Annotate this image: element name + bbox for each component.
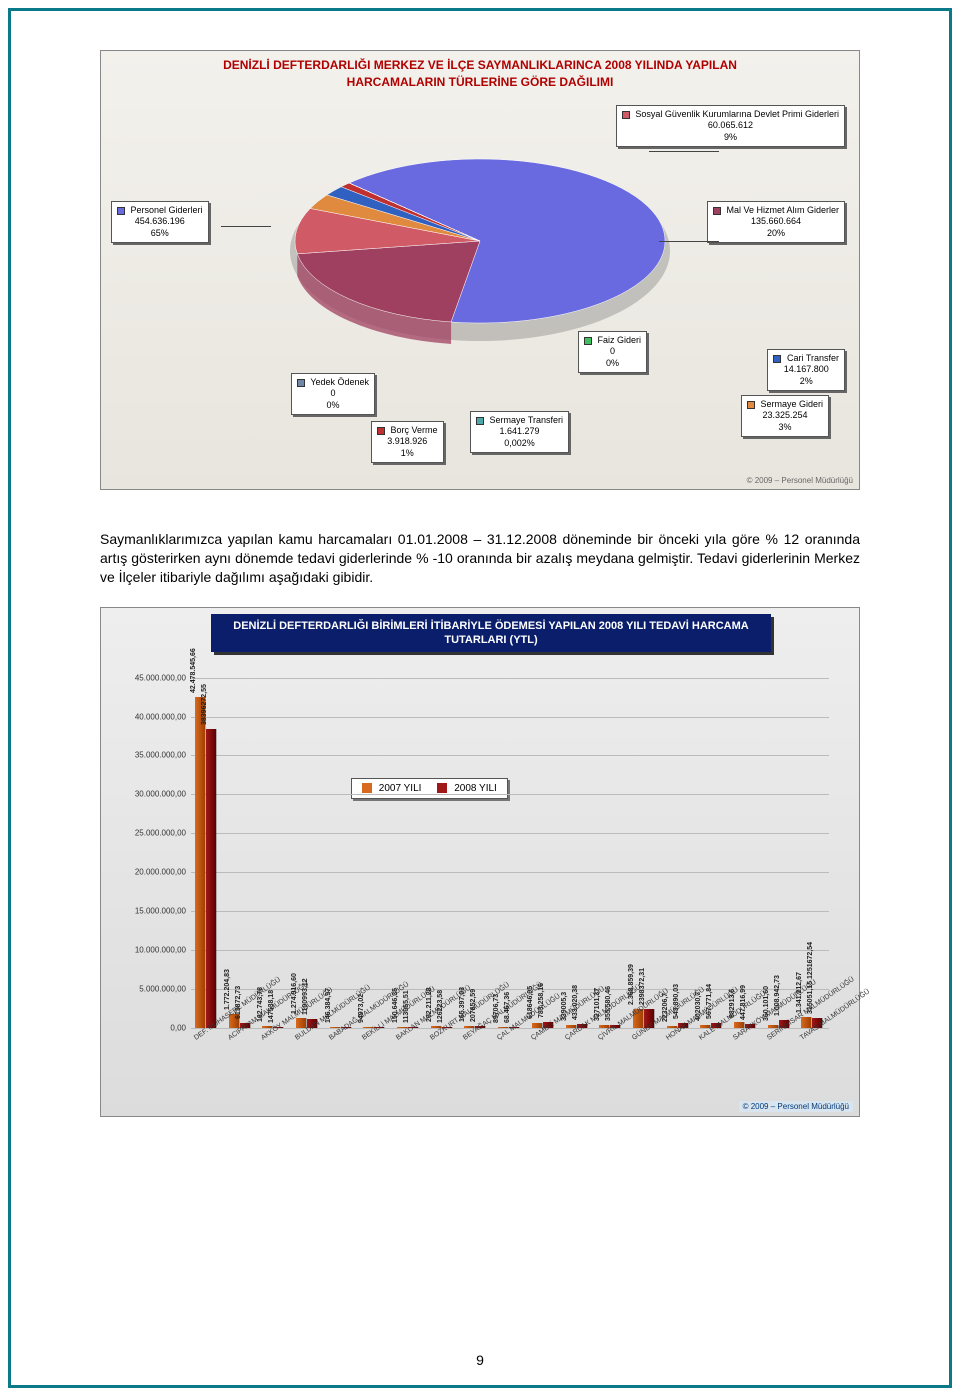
y-axis-tick: 10.000.000,00 [101,945,186,954]
bar-2007 [195,697,205,1027]
bar-chart-footer: © 2009 – Personel Müdürlüğü [739,1101,853,1112]
bar-chart-plot-area: 0,005.000.000,0010.000.000,0015.000.000,… [191,678,829,1028]
swatch-icon [773,355,781,363]
swatch-icon [377,427,385,435]
page-content: DENİZLİ DEFTERDARLIĞI MERKEZ VE İLÇE SAY… [30,30,930,1366]
y-axis-tick: 40.000.000,00 [101,712,186,721]
y-axis-tick: 0,00 [101,1023,186,1032]
pie-slice [297,241,480,322]
swatch-icon [297,379,305,387]
callout-faiz: Faiz Gideri 0 0% [578,331,647,373]
swatch-icon [584,337,592,345]
body-paragraph: Saymanlıklarımızca yapılan kamu harcamal… [100,530,860,587]
callout-mal: Mal Ve Hizmet Alım Giderler 135.660.664 … [707,201,845,243]
callout-yedek: Yedek Ödenek 0 0% [291,373,375,415]
swatch-icon [117,207,125,215]
pie-chart-panel: DENİZLİ DEFTERDARLIĞI MERKEZ VE İLÇE SAY… [100,50,860,490]
bar-value-label: 38396272,55 [201,684,208,725]
y-axis-tick: 20.000.000,00 [101,868,186,877]
callout-sermaye-t: Sermaye Transferi 1.641.279 0,002% [470,411,569,453]
swatch-icon [476,417,484,425]
page-number: 9 [0,1352,960,1368]
y-axis-tick: 30.000.000,00 [101,790,186,799]
callout-cari: Cari Transfer 14.167.800 2% [767,349,845,391]
bar-2007 [532,1023,542,1028]
pie-chart-title: DENİZLİ DEFTERDARLIĞI MERKEZ VE İLÇE SAY… [101,57,859,91]
pie-chart-footer: © 2009 – Personel Müdürlüğü [747,476,853,485]
callout-borc: Borç Verme 3.918.926 1% [371,421,444,463]
y-axis-tick: 5.000.000,00 [101,984,186,993]
bar-chart-title: DENİZLİ DEFTERDARLIĞI BİRİMLERİ İTİBARİY… [211,614,771,653]
pie-title-line1: DENİZLİ DEFTERDARLIĞI MERKEZ VE İLÇE SAY… [223,58,737,72]
callout-sermaye-g: Sermaye Gideri 23.325.254 3% [741,395,829,437]
swatch-icon [713,207,721,215]
bar-2008 [206,729,216,1028]
bar-2007 [801,1017,811,1027]
bar-2007 [734,1022,744,1027]
bar-2007 [296,1018,306,1028]
callout-sgk: Sosyal Güvenlik Kurumlarına Devlet Primi… [616,105,845,147]
bar-2007 [566,1025,576,1028]
bar-chart-panel: DENİZLİ DEFTERDARLIĞI BİRİMLERİ İTİBARİY… [100,607,860,1117]
bar-value-label: 1.772.204,83 [224,969,231,1010]
bar-value-label: 2.368.859,39 [628,964,635,1005]
bar-group [195,697,216,1027]
callout-personel: Personel Giderleri 454.636.196 65% [111,201,209,243]
y-axis-tick: 15.000.000,00 [101,907,186,916]
callout-text: Sosyal Güvenlik Kurumlarına Devlet Primi… [635,109,839,119]
y-axis-tick: 25.000.000,00 [101,829,186,838]
y-axis-tick: 35.000.000,00 [101,751,186,760]
swatch-icon [622,111,630,119]
pie-title-line2: HARCAMALARIN TÜRLERİNE GÖRE DAĞILIMI [347,75,614,89]
bar-value-label: 42.478.545,66 [190,649,197,694]
swatch-icon [747,401,755,409]
y-axis-tick: 45.000.000,00 [101,673,186,682]
